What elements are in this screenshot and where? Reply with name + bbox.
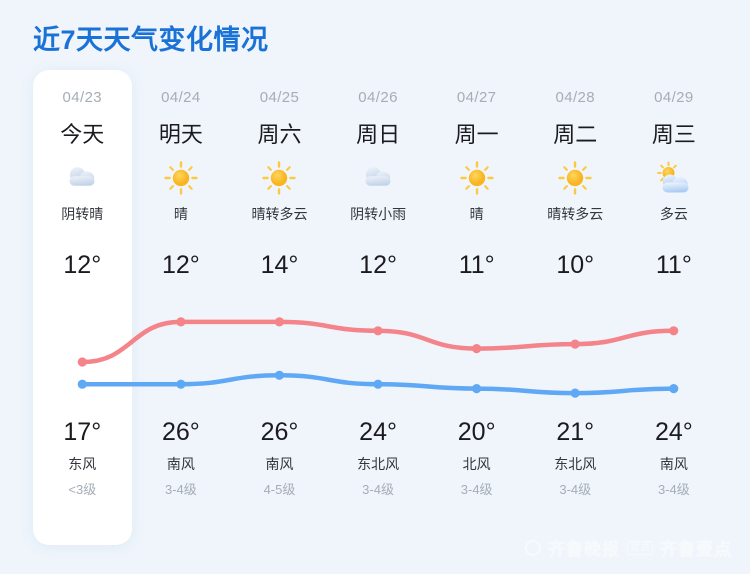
weather-icon-wrap (60, 158, 104, 198)
day-column[interactable]: 04/24 明天 晴 12° 26° 南风 3-4级 (132, 70, 231, 545)
day-weekday: 周二 (553, 122, 598, 147)
day-low-temp: 10° (556, 251, 595, 279)
day-high-temp: 21° (556, 418, 595, 446)
day-wind-direction: 北风 (462, 456, 491, 472)
day-weekday: 周六 (257, 122, 302, 147)
day-wind-level: 3-4级 (460, 482, 493, 497)
day-description: 晴 (173, 206, 188, 222)
day-description: 晴 (469, 206, 484, 222)
day-description: 阴转晴 (61, 206, 104, 222)
weather-icon-wrap (455, 158, 499, 198)
day-date: 04/29 (654, 89, 694, 106)
day-description: 晴转多云 (251, 206, 308, 222)
day-wind-level: 4-5级 (263, 482, 296, 497)
day-low-temp: 12° (359, 251, 397, 279)
day-low-temp: 12° (161, 251, 200, 279)
day-wind-direction: 南风 (166, 456, 195, 472)
weather-icon-wrap (553, 158, 597, 198)
day-wind-level: 3-4级 (657, 482, 690, 497)
day-wind-level: 3-4级 (362, 482, 394, 497)
today-highlight-card (33, 70, 132, 545)
day-weekday: 周三 (651, 122, 696, 147)
sun-icon (558, 161, 592, 195)
day-high-temp: 17° (63, 418, 102, 446)
day-column[interactable]: 04/23 今天 阴转晴 12° 17° 东风 <3级 (33, 70, 132, 545)
day-date: 04/28 (555, 89, 596, 106)
weather-icon-wrap (159, 158, 203, 198)
day-wind-direction: 东北风 (357, 456, 400, 472)
day-date: 04/23 (62, 89, 103, 106)
day-column[interactable]: 04/26 周日 阴转小雨 12° 24° 东北风 3-4级 (329, 70, 428, 545)
day-wind-direction: 东北风 (554, 456, 597, 472)
cloud-icon (365, 167, 391, 186)
watermark: 齐鲁晚报 壹点 齐鲁壹点 (525, 535, 732, 560)
day-low-temp: 12° (63, 251, 102, 279)
day-wind-direction: 南风 (659, 456, 688, 472)
day-date: 04/25 (259, 89, 300, 106)
day-weekday: 明天 (158, 122, 203, 147)
day-wind-level: 3-4级 (559, 482, 592, 497)
day-wind-direction: 南风 (265, 456, 294, 472)
day-column[interactable]: 04/27 周一 晴 11° 20° 北风 3-4级 (427, 70, 526, 545)
day-low-temp: 11° (655, 251, 692, 279)
day-column[interactable]: 04/25 周六 晴转多云 14° 26° 南风 4-5级 (230, 70, 329, 545)
forecast-row: 04/23 今天 阴转晴 12° 17° 东风 <3级 04/24 明天 (33, 70, 723, 545)
day-wind-level: 3-4级 (164, 482, 197, 497)
weather-icon-wrap (257, 158, 301, 198)
day-date: 04/27 (456, 89, 497, 106)
day-wind-level: <3级 (68, 482, 97, 497)
weather-icon-wrap (356, 158, 400, 198)
sun-icon (459, 161, 494, 195)
day-weekday: 周一 (454, 122, 499, 147)
day-high-temp: 26° (260, 418, 299, 446)
cloud-icon (69, 167, 95, 186)
page-title: 近7天天气变化情况 (33, 25, 269, 55)
day-low-temp: 11° (458, 251, 495, 279)
day-high-temp: 26° (161, 418, 200, 446)
weather-icon-wrap (652, 158, 696, 198)
day-wind-direction: 东风 (68, 456, 97, 472)
day-description: 阴转小雨 (350, 206, 407, 222)
day-description: 多云 (659, 206, 688, 222)
watermark-source: 齐鲁晚报 (548, 540, 620, 559)
day-high-temp: 24° (359, 418, 397, 446)
day-weekday: 今天 (60, 122, 105, 147)
day-weekday: 周日 (356, 122, 401, 147)
day-date: 04/24 (161, 89, 201, 106)
watermark-logo-icon (525, 539, 541, 556)
watermark-app: 齐鲁壹点 (660, 540, 732, 559)
day-high-temp: 20° (457, 418, 496, 446)
watermark-badge: 壹点 (627, 540, 653, 555)
sun-icon (164, 161, 198, 195)
day-low-temp: 14° (260, 251, 299, 279)
day-column[interactable]: 04/28 周二 晴转多云 10° 21° 东北风 3-4级 (526, 70, 625, 545)
day-column[interactable]: 04/29 周三 多云 11° 24° 南风 3-4级 (625, 70, 724, 545)
sun-icon (262, 161, 297, 195)
sun-behind-cloud-icon (656, 161, 689, 193)
day-date: 04/26 (358, 89, 398, 106)
day-high-temp: 24° (654, 418, 693, 446)
day-description: 晴转多云 (547, 206, 604, 222)
